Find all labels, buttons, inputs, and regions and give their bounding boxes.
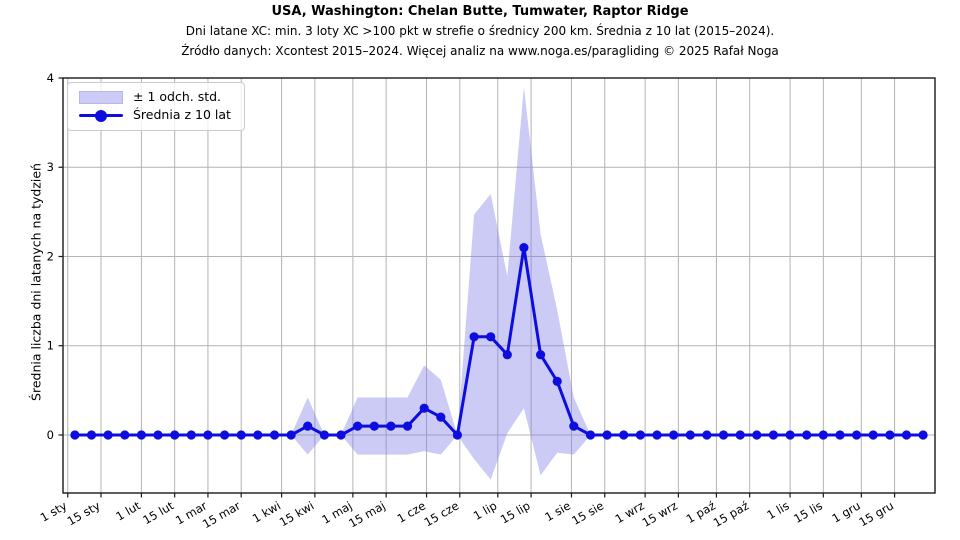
data-point [303,421,313,431]
data-point [170,430,180,440]
x-tick-label: 15 gru [857,498,897,529]
data-point [652,430,662,440]
data-point [402,421,413,431]
mean-line [73,246,925,437]
x-tick-label: 15 kwi [277,498,317,529]
data-point [702,430,712,440]
data-point [569,421,579,431]
data-point [735,430,745,440]
data-point [785,430,795,440]
data-point [868,430,878,440]
data-point [685,430,695,440]
data-point [502,350,512,360]
std-band [74,86,924,480]
data-point [419,403,429,413]
x-tick-label: 1 lis [764,498,791,522]
x-tick-label: 1 kwi [250,498,283,525]
plot-frame [62,77,936,494]
x-tick-label: 15 sie [569,498,606,527]
data-point [203,430,213,440]
legend-label-mean-line: Średnia z 10 lat [133,107,231,123]
x-tick-label: 1 cze [395,498,428,525]
data-point [186,430,196,440]
y-tick-label: 2 [47,249,54,263]
data-point [103,430,113,440]
x-tick-label: 15 wrz [640,498,680,529]
data-point [669,430,679,440]
data-point [120,430,130,440]
data-point [585,430,596,440]
std-band-swatch-icon [79,91,123,105]
data-point [286,430,296,440]
data-point [452,430,462,440]
x-tick-label: 15 sty [65,498,103,528]
data-point [802,430,812,440]
y-tick-label: 1 [47,339,54,353]
data-point [901,430,912,440]
data-point [536,350,546,360]
x-tick-label: 1 lut [113,498,143,523]
data-point [369,421,379,431]
data-point [136,430,146,440]
data-point [319,430,329,440]
mean-line-swatch-icon [79,109,123,122]
data-point [70,430,80,440]
y-tick-label: 3 [47,160,54,174]
data-point [353,421,363,431]
legend: ± 1 odch. std. Średnia z 10 lat [67,82,245,131]
x-tick-label: 1 gru [830,498,863,525]
data-point [835,430,845,440]
data-point [918,430,928,440]
chart-subtitle: Dni latane XC: min. 3 loty XC >100 pkt w… [185,24,775,38]
data-point [153,430,163,440]
x-tick-label: 1 sie [542,498,573,524]
data-point [220,430,230,440]
data-point [635,430,646,440]
data-point [519,243,529,253]
data-point [718,430,729,440]
tick-marks [58,77,896,498]
data-point [486,332,496,342]
y-tick-label: 4 [47,71,54,85]
x-tick-label: 15 maj [346,498,387,530]
x-tick-label: 15 mar [200,498,243,531]
x-tick-label: 15 lut [140,498,176,527]
y-axis-label: Średnia liczba dni latanych na tydzień [28,163,44,401]
marker-dot-icon [95,109,107,122]
legend-label-std-band: ± 1 odch. std. [133,89,222,105]
data-point [269,430,280,440]
x-tick-label: 15 lis [791,498,825,525]
data-markers [70,243,928,440]
x-tick-label: 1 lip [471,498,499,522]
x-tick-label: 15 paź [711,498,752,529]
x-tick-label: 1 sty [38,498,70,524]
data-point [469,332,479,342]
data-point [336,430,346,440]
data-point [852,430,862,440]
data-point [386,421,396,431]
data-point [86,430,97,440]
data-point [818,430,828,440]
chart-source: Źródło danych: Xcontest 2015–2024. Więce… [181,44,779,58]
y-tick-label: 0 [47,428,54,442]
data-point [885,430,895,440]
data-point [236,430,246,440]
data-point [253,430,263,440]
x-tick-label: 15 cze [422,498,462,529]
data-point [602,430,612,440]
legend-item-mean-line: Średnia z 10 lat [79,109,244,122]
chart-title: USA, Washington: Chelan Butte, Tumwater,… [271,4,689,19]
data-point [752,430,762,440]
data-point [436,412,446,422]
x-tick-label: 15 lip [498,498,533,526]
data-point [619,430,629,440]
legend-item-std-band: ± 1 odch. std. [79,89,244,105]
data-point [768,430,779,440]
data-point [552,376,562,386]
